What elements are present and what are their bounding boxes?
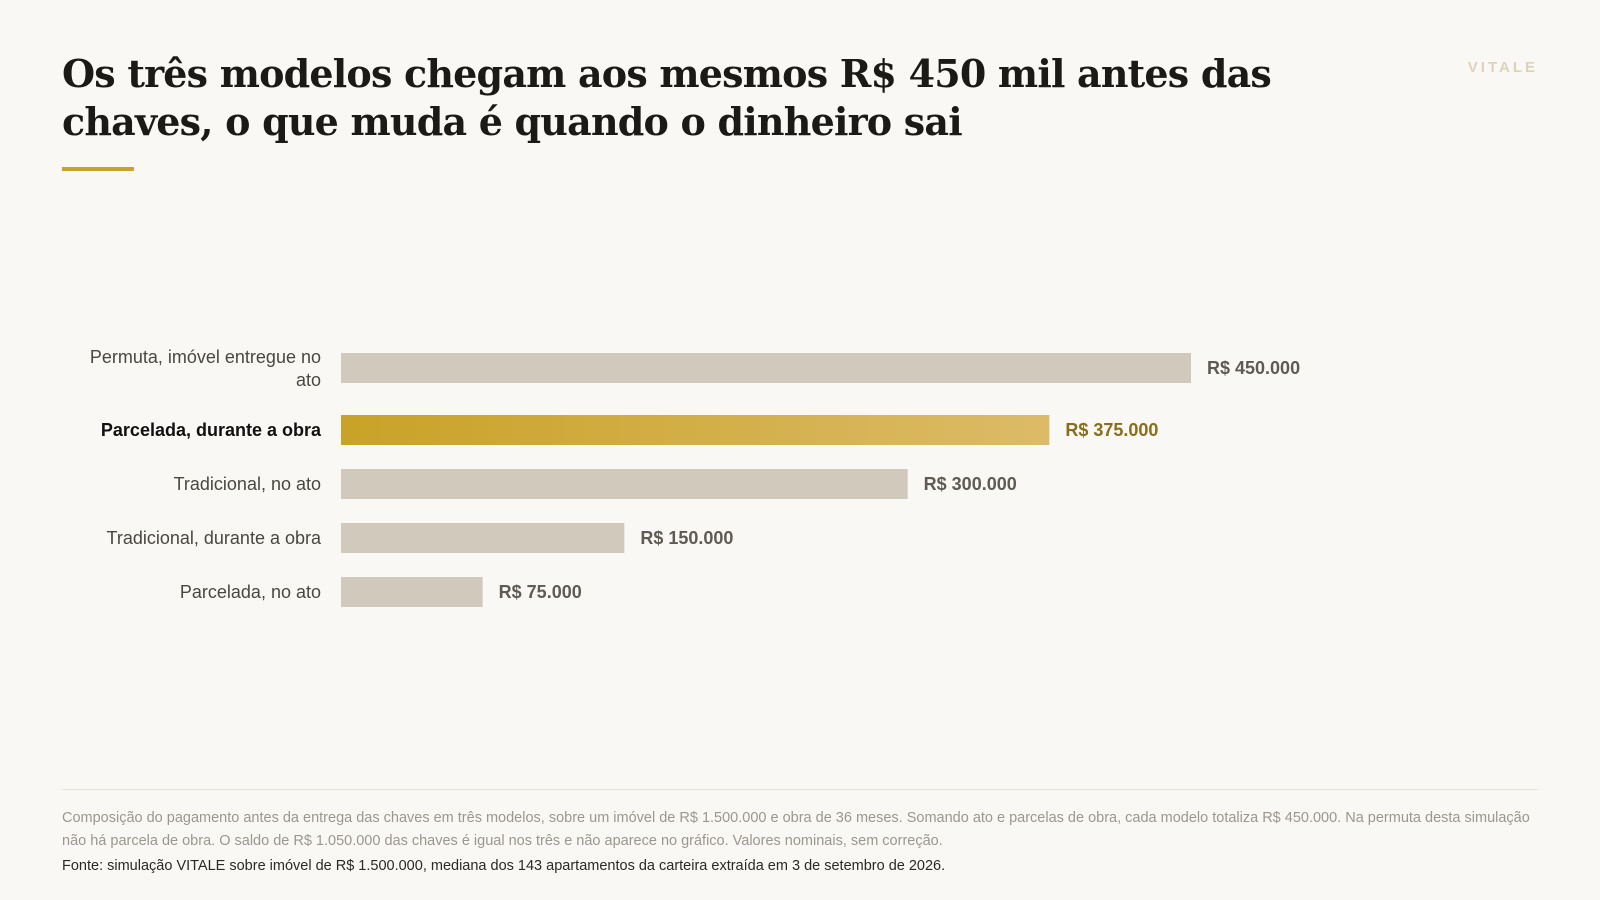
category-label: Permuta, imóvel entregue no ato — [90, 347, 321, 390]
bar — [341, 577, 483, 607]
category-label: Parcelada, durante a obra — [101, 420, 322, 440]
bar — [341, 523, 625, 553]
bar — [341, 415, 1050, 445]
title-accent-rule — [62, 167, 134, 171]
footer-divider — [62, 789, 1538, 790]
category-label: Tradicional, no ato — [174, 474, 321, 494]
category-label: Tradicional, durante a obra — [107, 528, 322, 548]
value-label: R$ 450.000 — [1207, 358, 1300, 378]
value-label: R$ 375.000 — [1065, 420, 1158, 440]
value-label: R$ 75.000 — [499, 582, 582, 602]
chart-source: Fonte: simulação VITALE sobre imóvel de … — [62, 858, 946, 874]
value-label: R$ 150.000 — [640, 528, 733, 548]
category-label: Parcelada, no ato — [180, 582, 321, 602]
brand-logo: VITALE — [1467, 59, 1538, 76]
bar-chart: Permuta, imóvel entregue no ato R$ 450.000… — [90, 347, 1300, 607]
chart-title: Os três modelos chegam aos mesmos R$ 450… — [62, 51, 1272, 144]
chart-note: Composição do pagamento antes da entrega… — [62, 810, 1530, 849]
value-label: R$ 300.000 — [924, 474, 1017, 494]
bar — [341, 469, 908, 499]
bar — [341, 353, 1191, 383]
